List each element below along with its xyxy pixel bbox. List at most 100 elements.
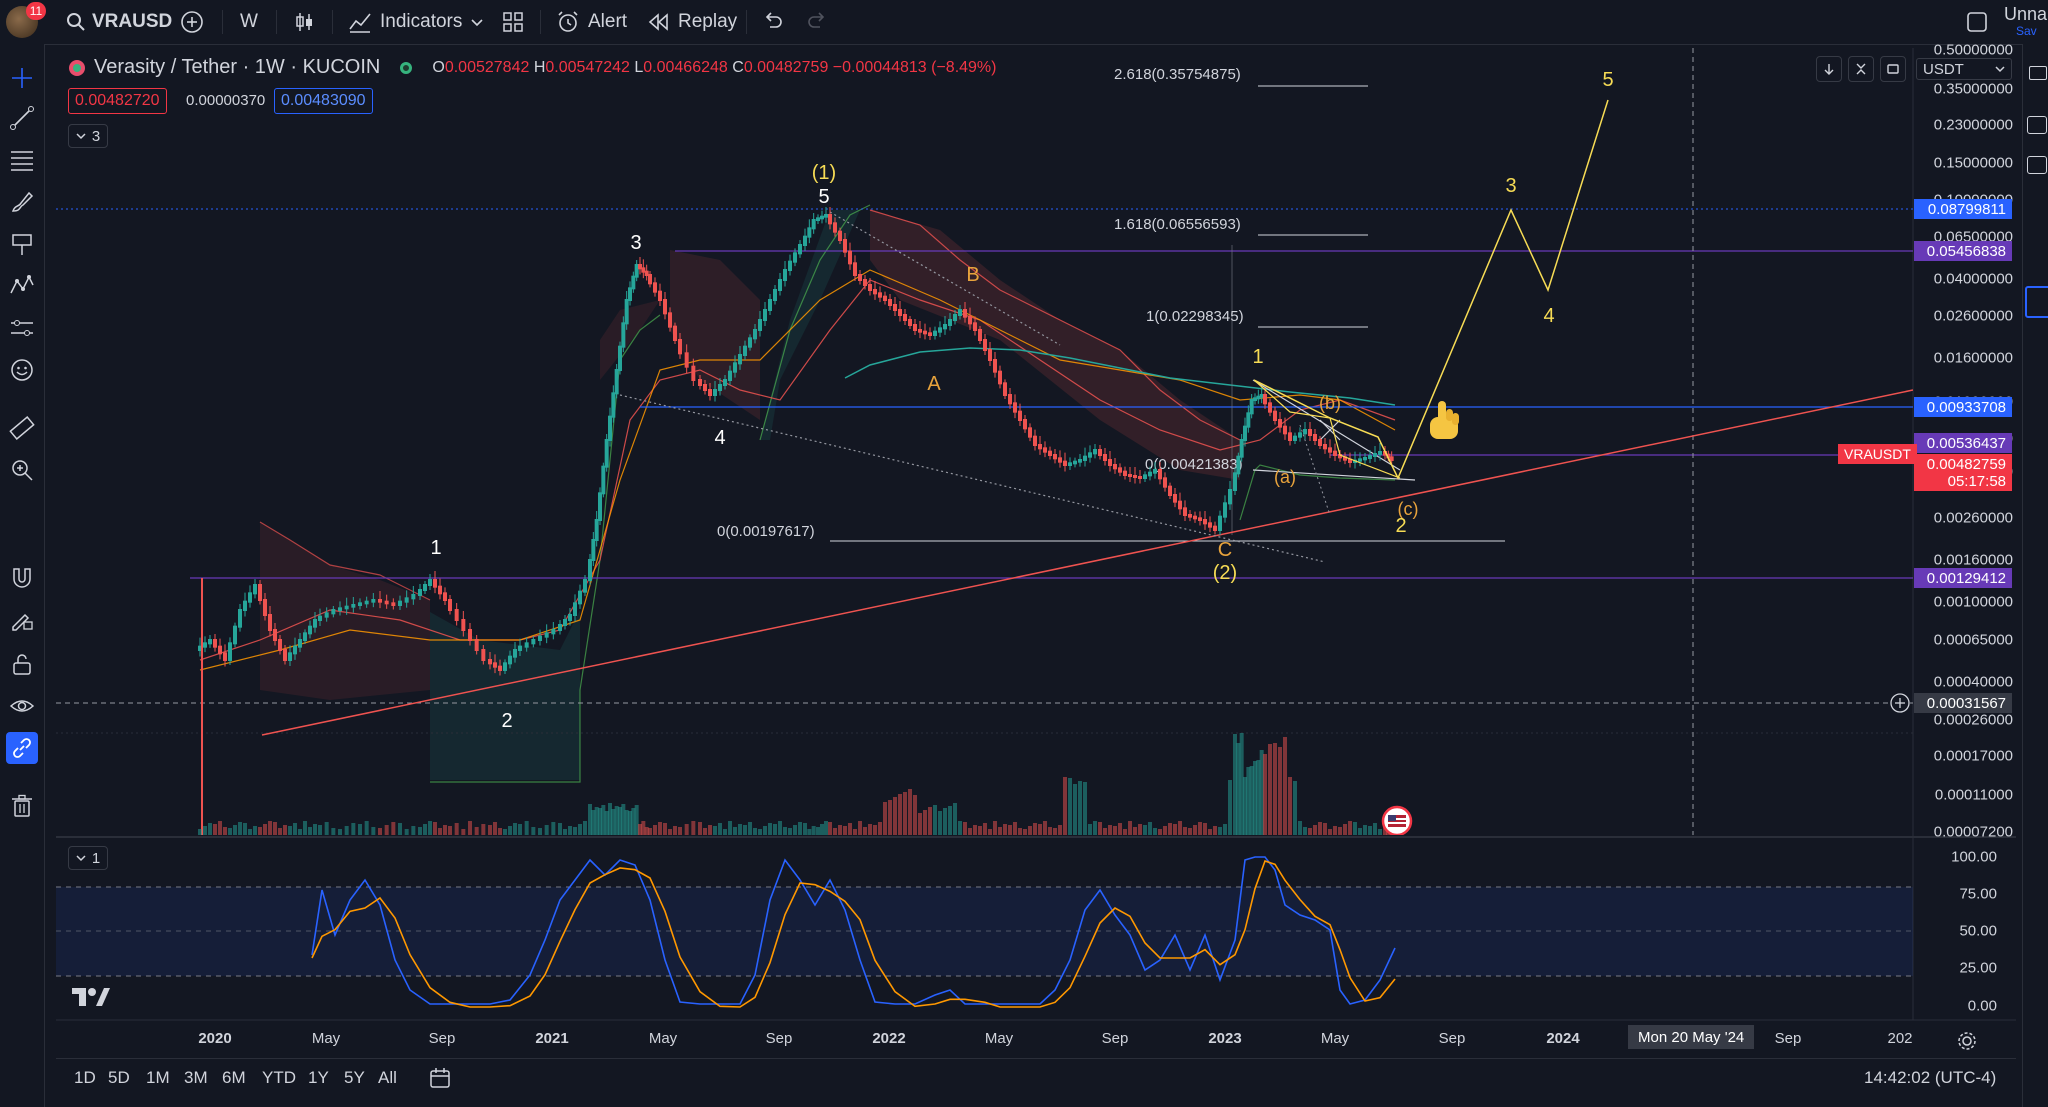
zoom-tool[interactable]	[6, 454, 38, 486]
redo-button[interactable]	[806, 0, 828, 44]
move-pane-down-button[interactable]	[1816, 56, 1842, 82]
watchlist-icon[interactable]	[2029, 66, 2047, 80]
maximize-pane-button[interactable]	[1880, 56, 1906, 82]
symbol-search-button[interactable]: VRAUSD	[66, 0, 172, 44]
volume-bar	[673, 826, 677, 835]
lock-drawings-tool[interactable]	[6, 648, 38, 680]
add-alert-crosshair-button[interactable]	[1890, 693, 1910, 713]
range-button-1d[interactable]: 1D	[74, 1068, 96, 1087]
volume-bar	[358, 824, 362, 835]
indicators-collapse-toggle[interactable]: 3	[68, 124, 108, 148]
alert-button[interactable]: Alert	[556, 0, 627, 44]
volume-bar	[1303, 827, 1307, 835]
volume-bar	[1353, 822, 1357, 835]
range-button-3m[interactable]: 3M	[184, 1068, 208, 1087]
candle-body	[953, 314, 957, 321]
candle-body	[998, 370, 1002, 385]
candle-body	[583, 579, 587, 593]
hide-drawings-tool[interactable]	[6, 690, 38, 722]
wedge-line[interactable]	[1299, 424, 1331, 516]
tradingview-logo-icon[interactable]	[70, 984, 110, 1008]
eye-icon	[9, 700, 35, 712]
oscillator-collapse-toggle[interactable]: 1	[68, 846, 108, 870]
volume-bar	[1358, 828, 1362, 835]
channel-upper-line[interactable]	[829, 211, 1061, 346]
candle-body	[798, 244, 802, 255]
candle-body	[1383, 451, 1387, 456]
candle-body	[843, 239, 847, 253]
ruler-tool[interactable]	[6, 412, 38, 444]
indicators-button[interactable]: Indicators	[348, 0, 462, 44]
volume-bar	[608, 803, 612, 835]
candle-body	[298, 639, 302, 648]
projection-tool[interactable]	[6, 228, 38, 260]
layouts-button[interactable]	[502, 0, 524, 44]
range-button-1m[interactable]: 1M	[146, 1068, 170, 1087]
candle-body	[391, 602, 396, 606]
currency-selector[interactable]: USDT	[1916, 58, 2012, 80]
channel-lower-line[interactable]	[619, 394, 1326, 563]
candle-body	[588, 559, 592, 581]
trendline-tool[interactable]	[6, 102, 38, 134]
candle-body	[743, 345, 747, 356]
volume-bar	[503, 829, 507, 835]
candlesticks[interactable]	[198, 207, 1394, 835]
interval-button[interactable]: W	[240, 11, 258, 32]
stochastic-rsi-pane[interactable]	[56, 856, 1913, 1008]
sync-drawings-tool[interactable]	[6, 732, 38, 764]
magnet-tool[interactable]	[6, 562, 38, 594]
magnet-icon	[13, 568, 31, 588]
range-button-5d[interactable]: 5D	[108, 1068, 130, 1087]
range-button-ytd[interactable]: YTD	[262, 1068, 296, 1087]
pattern-icon	[10, 275, 34, 294]
remove-drawings-tool[interactable]	[6, 790, 38, 822]
time-axis-label: Sep	[428, 1030, 456, 1047]
crosshair-tool[interactable]	[6, 62, 38, 94]
range-button-1y[interactable]: 1Y	[308, 1068, 329, 1087]
candle-body	[594, 519, 599, 541]
buy-button[interactable]: 0.00483090	[274, 88, 373, 114]
active-panel-icon[interactable]	[2025, 286, 2048, 318]
candle-body	[713, 389, 717, 396]
icons-tool[interactable]	[6, 354, 38, 386]
compare-symbol-button[interactable]	[180, 0, 204, 44]
settings-gear-icon[interactable]	[1956, 1030, 1978, 1052]
replay-button[interactable]: Replay	[648, 0, 737, 44]
economic-event-flag-icon[interactable]	[1381, 805, 1413, 835]
date-range-calendar-icon[interactable]	[428, 1066, 452, 1090]
main-pane[interactable]: 2.618(0.35754875) 1.618(0.06556593) 1(0.…	[56, 48, 1913, 1020]
range-button-all[interactable]: All	[378, 1068, 397, 1087]
draw-mode-tool[interactable]	[6, 604, 38, 636]
layout-name[interactable]: Unna	[2004, 4, 2048, 24]
range-button-5y[interactable]: 5Y	[344, 1068, 365, 1087]
pattern-tool[interactable]	[6, 270, 38, 302]
candle-body	[1153, 469, 1157, 474]
volume-bar	[428, 821, 432, 835]
brush-tool[interactable]	[6, 186, 38, 218]
symbol-legend[interactable]: Verasity / Tether · 1W · KUCOIN O0.00527…	[68, 56, 996, 79]
range-button-6m[interactable]: 6M	[222, 1068, 246, 1087]
volume-bar	[638, 824, 642, 835]
wedge-line[interactable]	[1252, 469, 1416, 481]
collapse-pane-button[interactable]	[1848, 56, 1874, 82]
indicators-dropdown[interactable]	[470, 0, 484, 44]
undo-button[interactable]	[762, 0, 784, 44]
fullscreen-toggle[interactable]	[1966, 0, 1988, 44]
clock-timezone[interactable]: 14:42:02 (UTC-4)	[1864, 1068, 1997, 1087]
baseline-green	[759, 204, 871, 441]
measure-tool[interactable]	[6, 312, 38, 344]
support-trendline[interactable]	[261, 389, 1913, 736]
price-scale-label: 0.00007200	[1933, 823, 2013, 841]
sell-button[interactable]: 0.00482720	[68, 88, 167, 114]
divider	[222, 10, 223, 34]
chart-type-button[interactable]	[294, 0, 316, 44]
candle-body	[308, 625, 312, 635]
abc-correction-path[interactable]	[1253, 379, 1401, 479]
fib-tool[interactable]	[6, 144, 38, 176]
candle-body	[691, 365, 696, 381]
fib-retracement-icon	[11, 151, 33, 171]
data-window-icon[interactable]	[2027, 156, 2047, 174]
price-tag: 0.00031567	[1914, 693, 2012, 713]
alerts-panel-icon[interactable]	[2027, 116, 2047, 134]
